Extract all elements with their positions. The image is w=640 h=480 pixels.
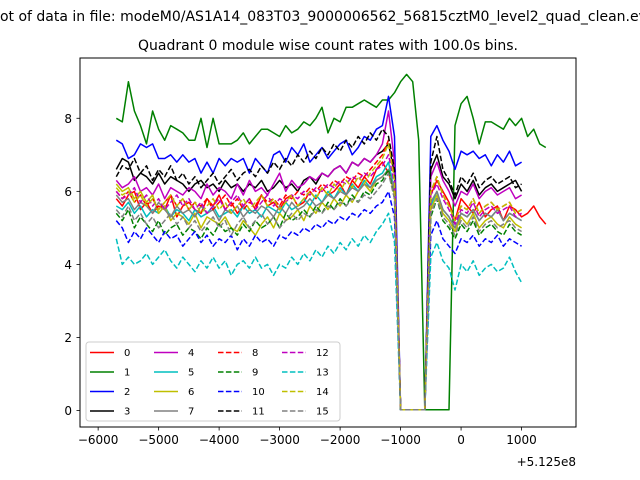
axes-frame <box>79 57 577 428</box>
series-line-6 <box>115 168 522 411</box>
series-line-11 <box>115 128 522 411</box>
axes: −6000 −5000 −4000 −3000 −2000 −1000 0 1000 0 2 4 6 8 <box>64 112 536 447</box>
y-tick-label: 0 <box>64 404 72 418</box>
series-line-3 <box>115 143 523 411</box>
x-tick-label: 0 <box>457 433 465 447</box>
series-line-10 <box>115 190 522 411</box>
series-line-9 <box>115 168 522 411</box>
legend-label-10: 10 <box>252 387 265 398</box>
x-offset-label: +5.125e8 <box>517 455 576 469</box>
legend-box <box>85 341 341 422</box>
legend-label-7: 7 <box>188 407 194 418</box>
legend-label-14: 14 <box>316 387 329 398</box>
series-line-4 <box>115 110 522 411</box>
legend-label-12: 12 <box>316 348 329 359</box>
series-line-13 <box>115 212 523 411</box>
plot-area <box>115 73 547 411</box>
legend-label-5: 5 <box>188 368 194 379</box>
x-tick-label: −2000 <box>320 433 361 447</box>
series-line-7 <box>115 168 522 411</box>
x-tick-label: 1000 <box>506 433 537 447</box>
legend-label-3: 3 <box>124 407 130 418</box>
y-tick-label: 4 <box>64 258 72 272</box>
series-line-1 <box>115 73 547 411</box>
y-tick-label: 8 <box>64 112 72 126</box>
legend-label-0: 0 <box>124 348 130 359</box>
legend-label-15: 15 <box>316 407 329 418</box>
x-tick-label: −3000 <box>259 433 300 447</box>
series-line-14 <box>115 143 522 411</box>
x-tick-label: −1000 <box>380 433 421 447</box>
legend-label-11: 11 <box>252 407 265 418</box>
legend-label-9: 9 <box>252 368 258 379</box>
series-line-12 <box>115 154 522 411</box>
series-line-15 <box>115 172 522 411</box>
legend-label-8: 8 <box>252 348 258 359</box>
figure-suptitle: Plot of data in file: modeM0/AS1A14_083T… <box>0 9 640 25</box>
legend-label-2: 2 <box>124 387 130 398</box>
x-tick-label: −5000 <box>138 433 179 447</box>
legend-label-6: 6 <box>188 387 194 398</box>
x-tick-label: −6000 <box>78 433 119 447</box>
chart-title: Quadrant 0 module wise count rates with … <box>138 38 518 54</box>
y-tick-label: 6 <box>64 185 72 199</box>
series-line-2 <box>115 95 522 411</box>
legend-label-4: 4 <box>188 348 194 359</box>
legend-label-1: 1 <box>124 368 130 379</box>
x-tick-label: −4000 <box>199 433 240 447</box>
y-tick-label: 2 <box>64 331 72 345</box>
legend-label-13: 13 <box>316 368 329 379</box>
